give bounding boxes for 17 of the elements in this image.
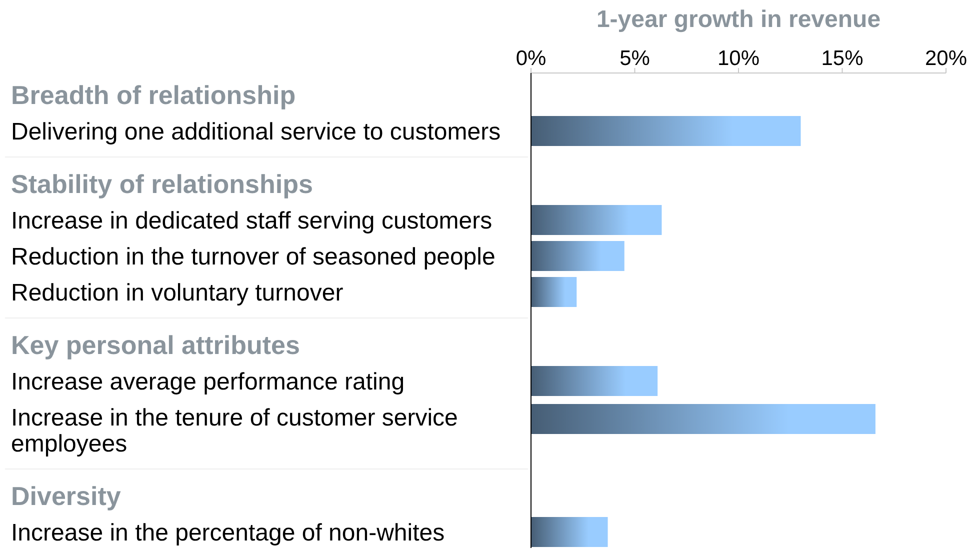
y-tick-label: Reduction in the turnover of seasoned people — [11, 243, 496, 270]
y-tick-label: Stability of relationships — [11, 169, 313, 200]
y-tick-label: Increase average performance rating — [11, 368, 405, 396]
x-tick-label: 15% — [821, 47, 864, 70]
x-tick-label: 0% — [516, 47, 546, 70]
y-tick-label: Increase in dedicated staff serving customers — [11, 207, 492, 234]
x-tick-label: 5% — [620, 47, 650, 70]
y-tick-label: Key personal attributes — [11, 330, 300, 360]
y-tick-label: Diversity — [11, 481, 122, 512]
y-tick-label: Increase in the percentage of non-whites — [11, 519, 445, 546]
x-axis-title: 1-year growth in revenue — [596, 6, 881, 33]
y-tick-label: Increase in the tenure of customer service employees — [11, 404, 458, 458]
y-tick-label: Breadth of relationship — [11, 80, 296, 110]
x-tick-label: 20% — [924, 47, 968, 70]
y-tick-label: Reduction in voluntary turnover — [11, 279, 344, 306]
x-tick-label: 10% — [717, 47, 760, 70]
y-tick-label: Delivering one additional service to customers — [11, 118, 501, 146]
